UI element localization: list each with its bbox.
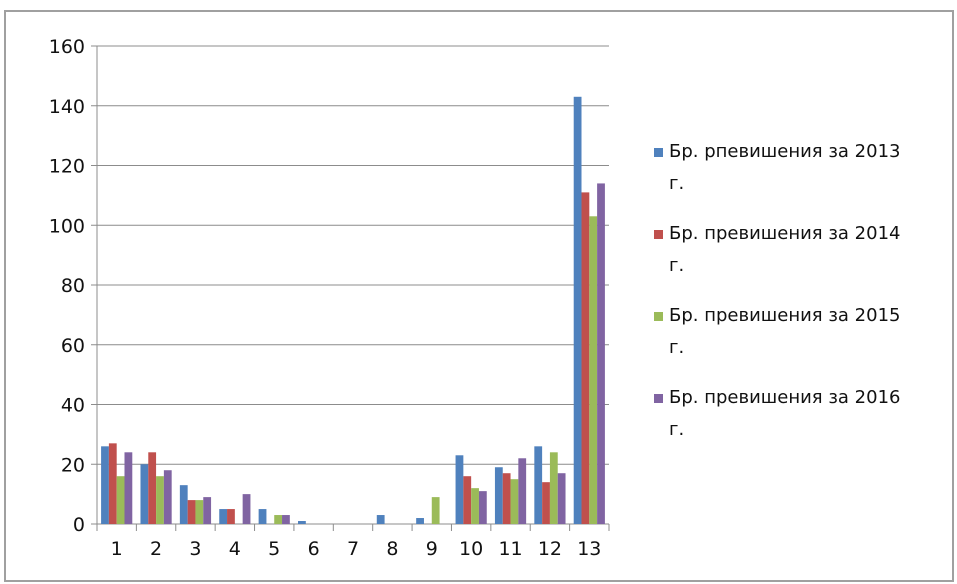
legend-label-cont: г. — [669, 419, 684, 440]
x-tick-label: 13 — [577, 538, 601, 560]
x-tick-label: 10 — [459, 538, 483, 560]
y-tick-label: 0 — [73, 514, 85, 536]
x-tick-label: 3 — [189, 538, 201, 560]
bar — [116, 476, 125, 524]
y-tick-label: 160 — [49, 36, 85, 58]
y-tick-label: 20 — [61, 454, 85, 476]
bar — [455, 455, 464, 524]
legend-label: Бр. превишения за 2014 — [669, 223, 901, 244]
bar — [148, 452, 157, 524]
bar — [573, 96, 582, 524]
bar — [502, 473, 511, 524]
chart-frame: 0 20 40 60 80 100 120 140 160 1 2 3 4 5 6 7 8 9 10 11 12 13 Бр… — [4, 10, 954, 582]
bar — [416, 518, 424, 524]
y-tick-label: 40 — [61, 395, 85, 417]
x-tick-label: 6 — [308, 538, 320, 560]
bar — [542, 482, 550, 524]
bar — [557, 473, 566, 524]
bar — [274, 515, 283, 524]
bar — [203, 497, 212, 524]
x-tick-label: 1 — [111, 538, 123, 560]
legend-label: Бр. превишения за 2016 — [669, 387, 901, 408]
bar — [589, 216, 598, 524]
bar — [534, 446, 543, 524]
bar — [431, 497, 440, 524]
bar — [163, 470, 172, 524]
y-tick-label: 100 — [49, 215, 85, 237]
x-tick-label: 8 — [386, 538, 398, 560]
bar — [101, 446, 109, 524]
bar — [549, 452, 558, 524]
bar — [478, 491, 487, 524]
bar — [494, 467, 503, 524]
x-tick-label: 2 — [150, 538, 162, 560]
x-tick-label: 4 — [229, 538, 241, 560]
x-tick-label: 7 — [347, 538, 359, 560]
bar — [518, 458, 527, 524]
bar — [258, 509, 267, 524]
bar — [108, 443, 117, 524]
bar — [140, 464, 149, 524]
bar — [187, 500, 196, 524]
y-tick-label: 80 — [61, 275, 85, 297]
x-tick-label: 12 — [538, 538, 562, 560]
bar — [242, 494, 251, 524]
legend-swatch — [654, 312, 663, 321]
x-tick-label: 5 — [268, 538, 280, 560]
legend-swatch — [654, 230, 663, 239]
bar — [195, 500, 204, 524]
bar — [219, 509, 228, 524]
bar — [376, 515, 385, 524]
y-tick-label: 120 — [49, 156, 85, 178]
bar — [227, 509, 235, 524]
legend-label-cont: г. — [669, 255, 684, 276]
bar — [156, 476, 164, 524]
x-tick-label: 11 — [498, 538, 522, 560]
legend-swatch — [654, 148, 663, 157]
bar — [463, 476, 472, 524]
legend-label: Бр. рпевишения за 2013 — [669, 141, 901, 162]
bar — [471, 488, 479, 524]
bar — [282, 515, 290, 524]
bar — [179, 485, 188, 524]
bar — [510, 479, 519, 524]
legend-swatch — [654, 394, 663, 403]
bar — [581, 192, 590, 524]
bar — [298, 521, 306, 524]
legend-label: Бр. превишения за 2015 — [669, 305, 901, 326]
legend-label-cont: г. — [669, 337, 684, 358]
x-tick-label: 9 — [426, 538, 438, 560]
legend-label-cont: г. — [669, 173, 684, 194]
y-tick-label: 140 — [49, 96, 85, 118]
bar — [597, 183, 605, 525]
bar — [124, 452, 133, 524]
y-tick-label: 60 — [61, 335, 85, 357]
